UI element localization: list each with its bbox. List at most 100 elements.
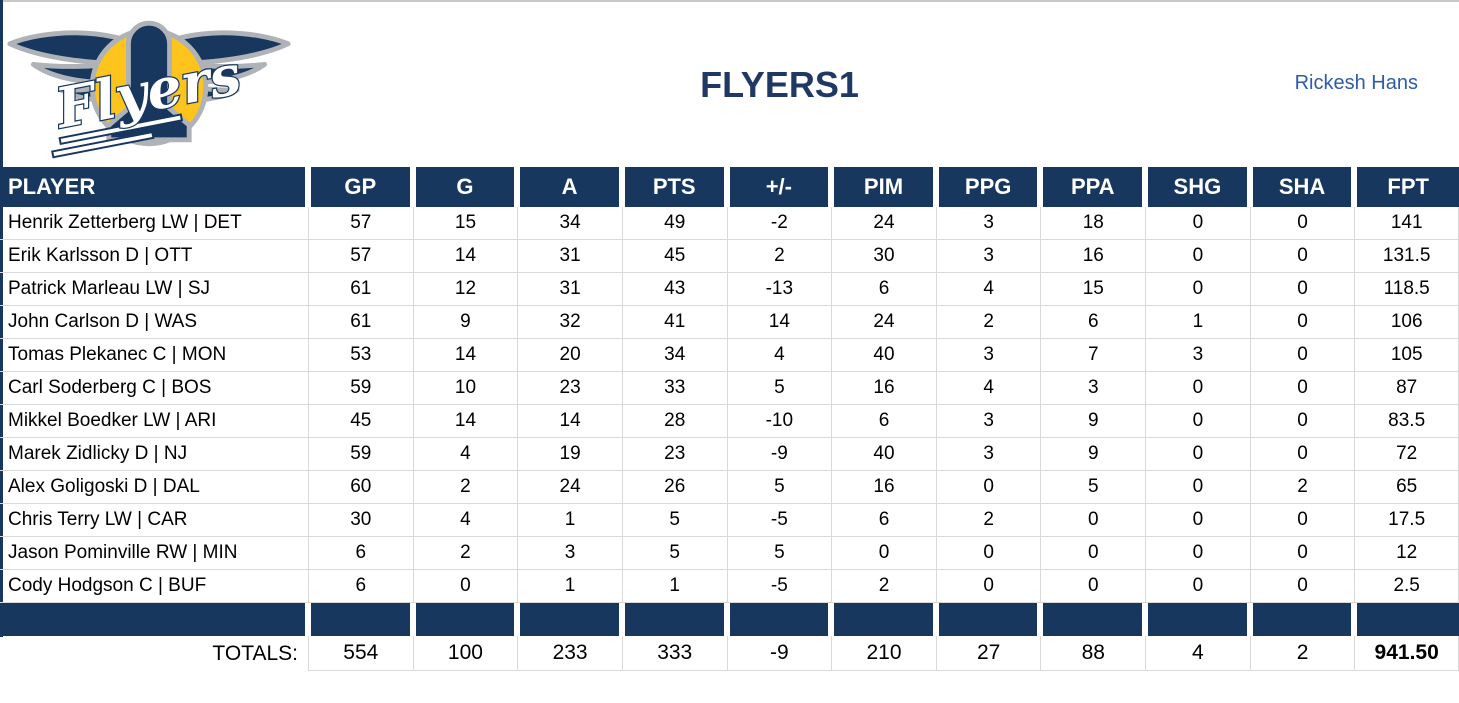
stat-cell-plus-minus[interactable]: -13 (726, 273, 832, 306)
stat-cell-sha[interactable]: 0 (1249, 405, 1355, 438)
stat-cell-pim[interactable]: 24 (831, 207, 936, 240)
stat-cell-a[interactable]: 34 (517, 207, 622, 240)
stat-cell-gp[interactable]: 59 (308, 438, 413, 471)
player-cell[interactable]: Chris Terry LW | CAR (0, 504, 308, 537)
stat-cell-ppg[interactable]: 4 (935, 273, 1041, 306)
column-header-ppg[interactable]: PPG (938, 167, 1038, 207)
stat-cell-gp[interactable]: 6 (308, 570, 413, 603)
column-header-a[interactable]: A (520, 167, 619, 207)
stat-cell-pim[interactable]: 16 (831, 372, 936, 405)
stat-cell-pts[interactable]: 5 (621, 504, 727, 537)
stat-cell-ppg[interactable]: 3 (935, 240, 1041, 273)
player-cell[interactable]: Tomas Plekanec C | MON (0, 339, 308, 372)
stat-cell-sha[interactable]: 0 (1249, 504, 1355, 537)
stat-cell-ppa[interactable]: 0 (1040, 504, 1146, 537)
stat-cell-gp[interactable]: 57 (308, 240, 413, 273)
stat-cell-ppa[interactable]: 0 (1040, 537, 1146, 570)
stat-cell-ppa[interactable]: 9 (1040, 438, 1146, 471)
total-cell-fpt[interactable]: 941.50 (1354, 636, 1459, 671)
stat-cell-pts[interactable]: 26 (621, 471, 727, 504)
stat-cell-ppg[interactable]: 3 (935, 438, 1041, 471)
total-cell-gp[interactable]: 554 (308, 636, 413, 671)
stat-cell-a[interactable]: 24 (517, 471, 622, 504)
stat-cell-fpt[interactable]: 141 (1354, 207, 1459, 240)
stat-cell-gp[interactable]: 6 (308, 537, 413, 570)
stat-cell-gp[interactable]: 45 (308, 405, 413, 438)
total-cell-ppg[interactable]: 27 (935, 636, 1041, 671)
stat-cell-plus-minus[interactable]: -5 (726, 504, 832, 537)
column-header-plus-minus[interactable]: +/- (729, 167, 829, 207)
stat-cell-g[interactable]: 0 (412, 570, 518, 603)
stat-cell-ppg[interactable]: 3 (935, 405, 1041, 438)
stat-cell-g[interactable]: 2 (412, 471, 518, 504)
stat-cell-gp[interactable]: 61 (308, 306, 413, 339)
stat-cell-shg[interactable]: 0 (1145, 570, 1250, 603)
stat-cell-gp[interactable]: 30 (308, 504, 413, 537)
stat-cell-plus-minus[interactable]: 14 (726, 306, 832, 339)
stat-cell-g[interactable]: 15 (412, 207, 518, 240)
column-header-g[interactable]: G (415, 167, 515, 207)
stat-cell-g[interactable]: 2 (412, 537, 518, 570)
stat-cell-sha[interactable]: 0 (1249, 537, 1355, 570)
stat-cell-fpt[interactable]: 83.5 (1354, 405, 1459, 438)
stat-cell-ppg[interactable]: 2 (935, 504, 1041, 537)
total-cell-g[interactable]: 100 (412, 636, 518, 671)
stat-cell-a[interactable]: 20 (517, 339, 622, 372)
stat-cell-a[interactable]: 1 (517, 570, 622, 603)
stat-cell-g[interactable]: 14 (412, 240, 518, 273)
stat-cell-gp[interactable]: 53 (308, 339, 413, 372)
total-cell-pim[interactable]: 210 (831, 636, 936, 671)
stat-cell-ppg[interactable]: 2 (935, 306, 1041, 339)
stat-cell-pim[interactable]: 40 (831, 339, 936, 372)
stat-cell-sha[interactable]: 0 (1249, 273, 1355, 306)
column-header-pim[interactable]: PIM (834, 167, 933, 207)
stat-cell-sha[interactable]: 0 (1249, 207, 1355, 240)
stat-cell-a[interactable]: 14 (517, 405, 622, 438)
stat-cell-pim[interactable]: 30 (831, 240, 936, 273)
stat-cell-pim[interactable]: 16 (831, 471, 936, 504)
player-cell[interactable]: Erik Karlsson D | OTT (0, 240, 308, 273)
stat-cell-pts[interactable]: 41 (621, 306, 727, 339)
stat-cell-sha[interactable]: 0 (1249, 306, 1355, 339)
stat-cell-fpt[interactable]: 118.5 (1354, 273, 1459, 306)
stat-cell-plus-minus[interactable]: 4 (726, 339, 832, 372)
stat-cell-ppg[interactable]: 0 (935, 471, 1041, 504)
stat-cell-ppa[interactable]: 5 (1040, 471, 1146, 504)
stat-cell-a[interactable]: 1 (517, 504, 622, 537)
player-cell[interactable]: Alex Goligoski D | DAL (0, 471, 308, 504)
stat-cell-plus-minus[interactable]: -10 (726, 405, 832, 438)
stat-cell-ppa[interactable]: 9 (1040, 405, 1146, 438)
stat-cell-ppa[interactable]: 0 (1040, 570, 1146, 603)
stat-cell-a[interactable]: 3 (517, 537, 622, 570)
stat-cell-a[interactable]: 19 (517, 438, 622, 471)
stat-cell-pts[interactable]: 23 (621, 438, 727, 471)
stat-cell-sha[interactable]: 0 (1249, 240, 1355, 273)
column-header-sha[interactable]: SHA (1252, 167, 1352, 207)
stat-cell-plus-minus[interactable]: 5 (726, 372, 832, 405)
stat-cell-pim[interactable]: 2 (831, 570, 936, 603)
stat-cell-shg[interactable]: 0 (1145, 207, 1250, 240)
totals-label[interactable]: TOTALS: (212, 641, 298, 665)
total-cell-sha[interactable]: 2 (1249, 636, 1355, 671)
stat-cell-pim[interactable]: 6 (831, 273, 936, 306)
stat-cell-ppa[interactable]: 18 (1040, 207, 1146, 240)
total-cell-a[interactable]: 233 (517, 636, 622, 671)
stat-cell-g[interactable]: 12 (412, 273, 518, 306)
stat-cell-shg[interactable]: 0 (1145, 537, 1250, 570)
player-cell[interactable]: Marek Zidlicky D | NJ (0, 438, 308, 471)
stat-cell-shg[interactable]: 0 (1145, 240, 1250, 273)
stat-cell-ppg[interactable]: 0 (935, 537, 1041, 570)
stat-cell-g[interactable]: 4 (412, 504, 518, 537)
stat-cell-fpt[interactable]: 131.5 (1354, 240, 1459, 273)
stat-cell-shg[interactable]: 0 (1145, 372, 1250, 405)
player-cell[interactable]: Mikkel Boedker LW | ARI (0, 405, 308, 438)
total-cell-ppa[interactable]: 88 (1040, 636, 1146, 671)
stat-cell-fpt[interactable]: 72 (1354, 438, 1459, 471)
column-header-shg[interactable]: SHG (1148, 167, 1247, 207)
player-cell[interactable]: Carl Soderberg C | BOS (0, 372, 308, 405)
stat-cell-pim[interactable]: 6 (831, 405, 936, 438)
stat-cell-pim[interactable]: 6 (831, 504, 936, 537)
stat-cell-a[interactable]: 31 (517, 240, 622, 273)
stat-cell-ppa[interactable]: 16 (1040, 240, 1146, 273)
stat-cell-fpt[interactable]: 106 (1354, 306, 1459, 339)
